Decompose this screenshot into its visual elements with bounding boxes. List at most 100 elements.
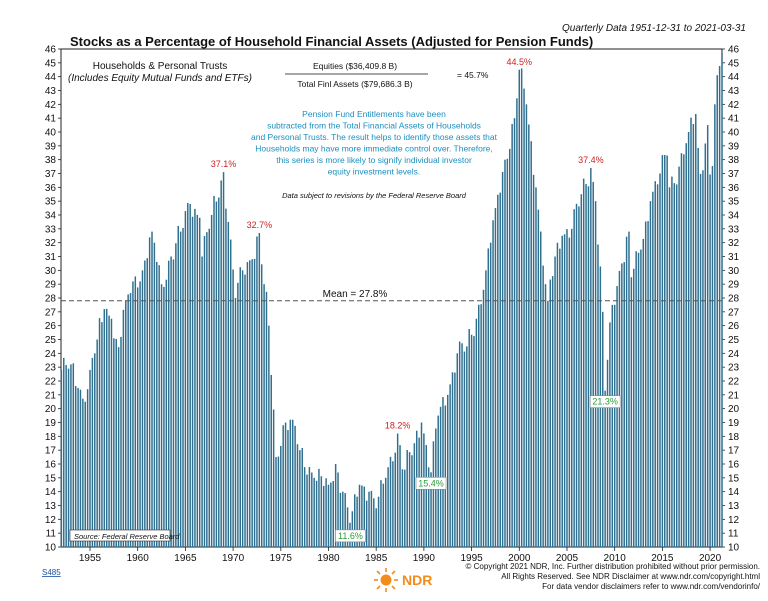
bar — [649, 201, 652, 548]
bar — [613, 304, 616, 547]
bar — [451, 372, 454, 547]
y-tick-label: 29 — [728, 280, 740, 291]
bar — [461, 343, 463, 547]
y-tick-label: 40 — [45, 128, 57, 139]
y-tick-label: 24 — [45, 349, 57, 360]
y-tick-label: 39 — [45, 141, 57, 152]
x-tick-label: 1985 — [365, 553, 388, 564]
bar — [687, 132, 690, 547]
note-line: Pension Fund Entitlements have been — [302, 109, 446, 119]
bar — [654, 181, 656, 547]
bar — [94, 353, 96, 547]
bar — [277, 456, 280, 547]
bar — [699, 173, 702, 547]
bar — [89, 369, 91, 547]
y-tick-label: 12 — [45, 515, 57, 526]
bar — [79, 389, 82, 547]
y-tick-label: 11 — [728, 529, 739, 540]
bar — [470, 334, 473, 547]
y-tick-label: 34 — [45, 211, 57, 222]
bar — [592, 181, 594, 547]
y-tick-label: 43 — [45, 86, 57, 97]
peak-label: 32.7% — [247, 220, 273, 230]
y-tick-label: 18 — [728, 432, 740, 443]
bar — [218, 197, 220, 548]
bar — [702, 170, 704, 547]
bar — [721, 53, 723, 548]
y-tick-label: 25 — [728, 335, 740, 346]
bar — [103, 309, 106, 547]
x-tick-label: 1995 — [460, 553, 483, 564]
bar — [487, 248, 490, 547]
bar — [709, 174, 711, 548]
y-tick-label: 45 — [45, 58, 57, 69]
bar — [325, 478, 327, 547]
bar — [148, 237, 151, 547]
bar — [571, 228, 573, 547]
bar — [611, 304, 614, 547]
y-tick-label: 18 — [45, 432, 57, 443]
y-tick-label: 20 — [728, 404, 740, 415]
y-tick-label: 22 — [728, 377, 740, 388]
subtitle-line2: (Includes Equity Mutual Funds and ETFs) — [68, 73, 252, 84]
bar — [644, 221, 647, 547]
bar — [680, 153, 683, 547]
bar — [110, 318, 113, 547]
peak-label: 37.4% — [578, 155, 604, 165]
y-tick-label: 21 — [45, 390, 57, 401]
y-tick-label: 34 — [728, 211, 740, 222]
bar — [664, 155, 666, 547]
bar — [625, 236, 628, 547]
bar — [478, 304, 480, 547]
trough-label-box — [589, 395, 621, 408]
bar — [430, 472, 432, 547]
bar — [575, 203, 578, 547]
bar — [105, 308, 108, 547]
y-tick-label: 23 — [728, 363, 740, 374]
bar — [356, 496, 358, 547]
bar — [652, 191, 654, 548]
mean-label: Mean = 27.8% — [323, 289, 388, 300]
bar — [497, 194, 499, 547]
y-tick-label: 38 — [728, 155, 740, 166]
bar — [659, 173, 661, 547]
bar — [291, 419, 294, 547]
bar — [580, 194, 583, 547]
bar — [520, 68, 523, 547]
bar — [334, 464, 337, 547]
y-tick-label: 44 — [45, 72, 57, 83]
bar — [184, 211, 187, 547]
bar — [158, 265, 160, 547]
formula-denominator: Total Finl Assets ($79,686.3 B) — [297, 79, 412, 89]
bar — [172, 259, 175, 547]
bar — [506, 158, 509, 547]
bar — [511, 123, 513, 547]
bar — [604, 390, 606, 547]
y-tick-label: 45 — [728, 58, 740, 69]
bar — [210, 215, 213, 547]
ndr-sun-icon — [374, 568, 398, 592]
y-tick-label: 15 — [45, 473, 57, 484]
bar — [70, 364, 72, 547]
y-tick-label: 36 — [45, 183, 57, 194]
bar — [394, 452, 397, 547]
peak-label: 18.2% — [385, 421, 411, 431]
bar — [306, 474, 308, 547]
bar — [308, 467, 311, 547]
bar — [587, 186, 590, 547]
bar — [256, 236, 258, 547]
bar — [582, 178, 585, 547]
bar — [232, 269, 234, 547]
bar — [594, 201, 597, 548]
y-tick-label: 32 — [728, 238, 740, 249]
y-tick-label: 14 — [728, 487, 740, 498]
y-tick-label: 46 — [728, 45, 740, 56]
bar — [189, 203, 191, 547]
bar — [117, 347, 120, 547]
bar — [666, 155, 668, 547]
bar — [175, 243, 177, 547]
bar — [330, 482, 332, 547]
bar — [246, 262, 249, 547]
note-line: this series is more likely to signify in… — [276, 155, 472, 165]
